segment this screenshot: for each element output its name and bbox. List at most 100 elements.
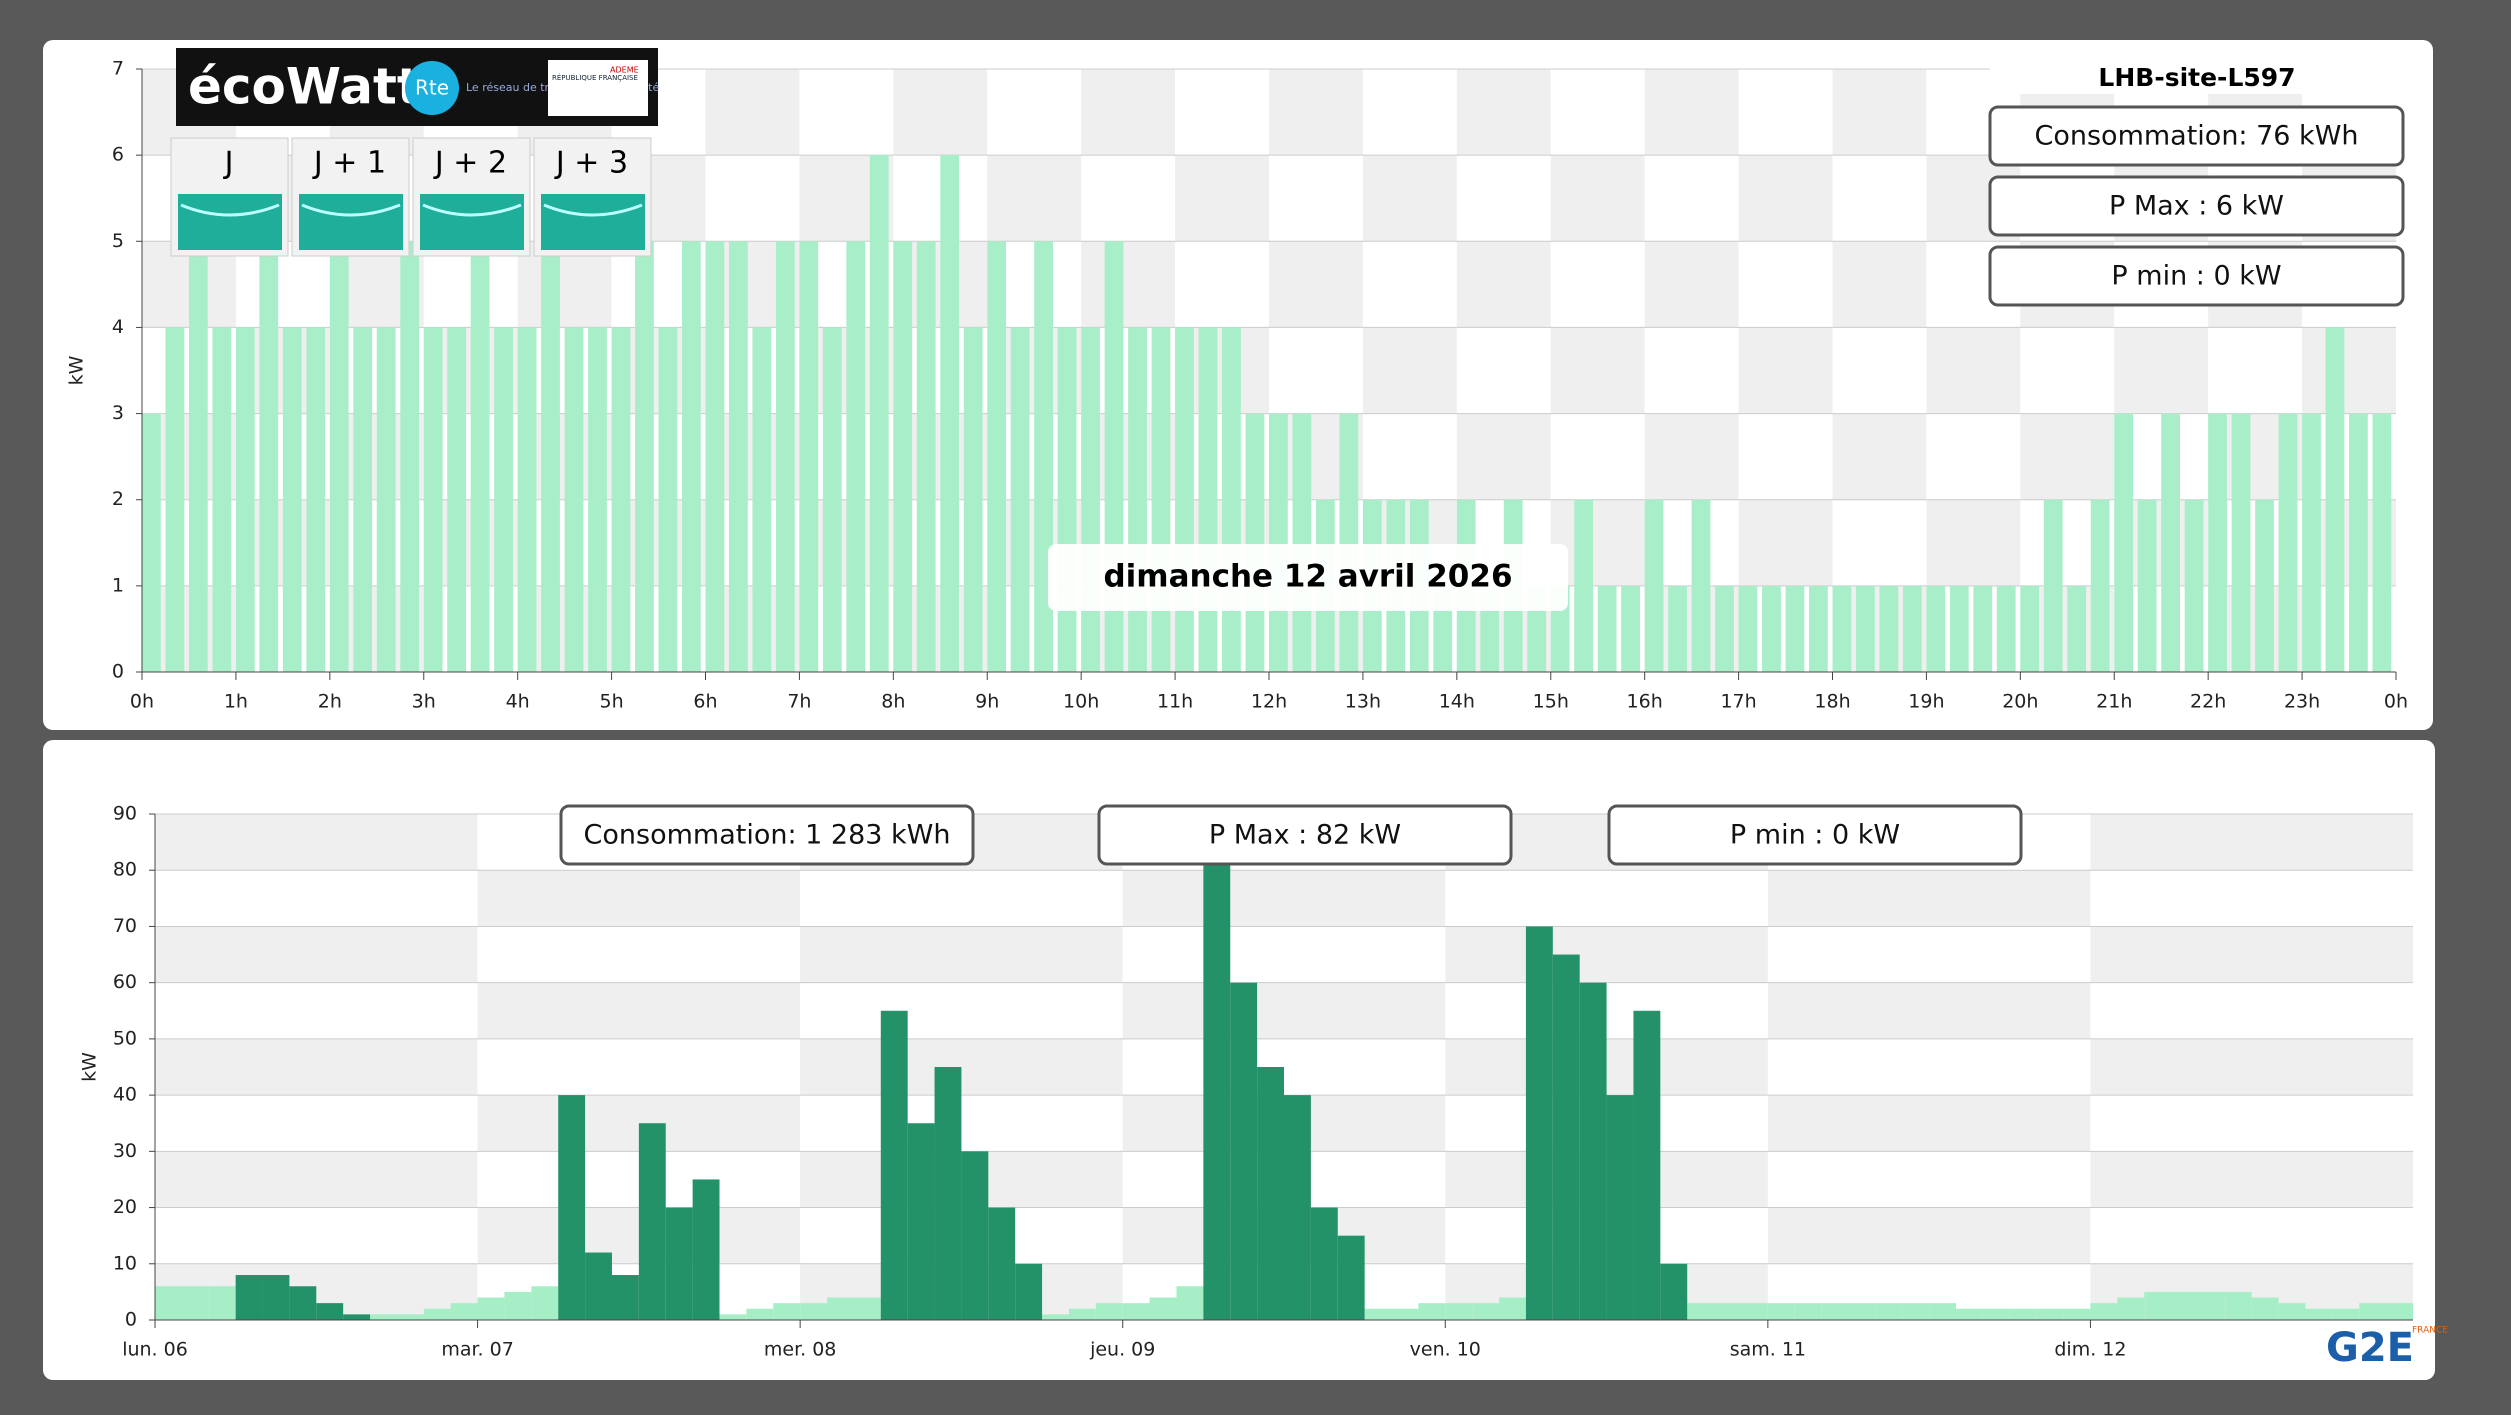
bar <box>1973 585 1993 672</box>
x-tick-label: dim. 12 <box>2054 1339 2126 1361</box>
bar <box>1740 1303 1768 1320</box>
day-label: J + 2 <box>433 146 507 181</box>
rte-logo: Rte <box>415 76 449 100</box>
bar <box>1855 585 1875 672</box>
grid-cell <box>155 926 478 983</box>
y-axis-label: kW <box>66 355 88 385</box>
grid-cell <box>1362 413 1457 500</box>
bar <box>1574 499 1594 672</box>
bar <box>1738 585 1758 672</box>
day-label: J + 3 <box>554 146 628 181</box>
x-tick-label: 19h <box>1908 691 1944 713</box>
bar <box>2137 499 2157 672</box>
bar <box>2372 413 2392 672</box>
bar <box>987 241 1007 673</box>
x-tick-label: mer. 08 <box>764 1339 837 1361</box>
bar <box>2036 1308 2064 1320</box>
bar <box>1151 327 1171 672</box>
grid-cell <box>155 1151 478 1208</box>
bar <box>705 241 725 673</box>
x-tick-label: 12h <box>1251 691 1287 713</box>
grid-cell <box>1738 499 1833 586</box>
bar <box>2067 585 2087 672</box>
bar <box>822 327 842 672</box>
bar <box>353 327 373 672</box>
grid-cell <box>2090 1207 2413 1264</box>
bar <box>1042 1314 1069 1320</box>
grid-cell <box>1832 327 1927 414</box>
bar <box>1982 1308 2010 1320</box>
bar <box>1198 327 1218 672</box>
grid-cell <box>1456 241 1551 328</box>
bar <box>1391 1308 1419 1320</box>
x-tick-label: 20h <box>2002 691 2038 713</box>
x-tick-label: 23h <box>2284 691 2320 713</box>
grid-cell <box>799 69 894 156</box>
grid-cell <box>1269 155 1363 242</box>
grid-cell <box>1738 241 1833 328</box>
y-tick-label: 7 <box>112 58 124 80</box>
grid-cell <box>155 982 478 1039</box>
grid-cell <box>155 1207 478 1264</box>
bar <box>1875 1303 1903 1320</box>
grid-cell <box>1269 69 1363 156</box>
bar <box>400 241 420 673</box>
x-tick-label: 17h <box>1720 691 1756 713</box>
x-tick-label: sam. 11 <box>1730 1339 1806 1361</box>
bar <box>504 1291 532 1320</box>
x-tick-label: mar. 07 <box>441 1339 513 1361</box>
week-chart: 0 10 20 30 40 50 60 70 80 90 lun. 06 mar. 07 mer. 08… <box>79 803 2413 1361</box>
grid-cell <box>1767 926 2091 983</box>
bar <box>494 327 513 672</box>
grid-cell <box>1832 413 1927 500</box>
bar <box>558 1095 586 1320</box>
grid-cell <box>1832 69 1927 156</box>
bar <box>1902 1303 1930 1320</box>
bar <box>1418 1303 1446 1320</box>
ecowatt-days: J J + 1 J + 2 J + 3 <box>170 137 652 257</box>
grid-cell <box>1738 69 1833 156</box>
bar <box>2359 1303 2387 1320</box>
x-tick-label: 18h <box>1814 691 1850 713</box>
bar <box>1809 585 1828 672</box>
grid-cell <box>1122 870 1446 927</box>
bar <box>1222 327 1241 672</box>
bar <box>1579 982 1607 1320</box>
stat-box <box>1988 245 2405 307</box>
bar <box>1644 499 1664 672</box>
bar <box>2020 585 2040 672</box>
bar <box>2255 499 2274 672</box>
ademe-logo: ADEME <box>610 66 639 75</box>
x-tick-label: 11h <box>1157 691 1193 713</box>
x-tick-label: 6h <box>693 691 717 713</box>
grid-cell <box>1767 1095 2091 1152</box>
bar <box>316 1303 344 1320</box>
grid-cell <box>800 926 1123 983</box>
stat-box <box>1607 804 2023 866</box>
day-signal <box>178 194 282 250</box>
bar <box>1621 585 1640 672</box>
grid-cell <box>2208 327 2303 414</box>
bar <box>1176 1286 1204 1320</box>
grid-cell <box>1738 413 1833 500</box>
bar <box>447 327 467 672</box>
grid-cell <box>1767 1207 2091 1264</box>
bar <box>155 1286 182 1320</box>
bar <box>165 327 185 672</box>
grid-cell <box>1550 327 1645 414</box>
overlays: écoWatt Rte Le réseau de transport d'éle… <box>170 48 2448 1371</box>
bar <box>1902 585 1922 672</box>
grid-cell <box>1550 241 1645 328</box>
bar <box>1597 585 1617 672</box>
grid-cell <box>1644 327 1739 414</box>
day-signal <box>299 194 403 250</box>
bar <box>2386 1303 2413 1320</box>
grid-cell <box>987 69 1082 156</box>
y-tick-label: 20 <box>113 1196 137 1218</box>
grid-cell <box>1362 155 1457 242</box>
bar <box>1364 1308 1392 1320</box>
grid-cell <box>1362 69 1457 156</box>
grid-cell <box>477 870 801 927</box>
site-header <box>1990 62 2405 94</box>
bar <box>692 1179 720 1320</box>
